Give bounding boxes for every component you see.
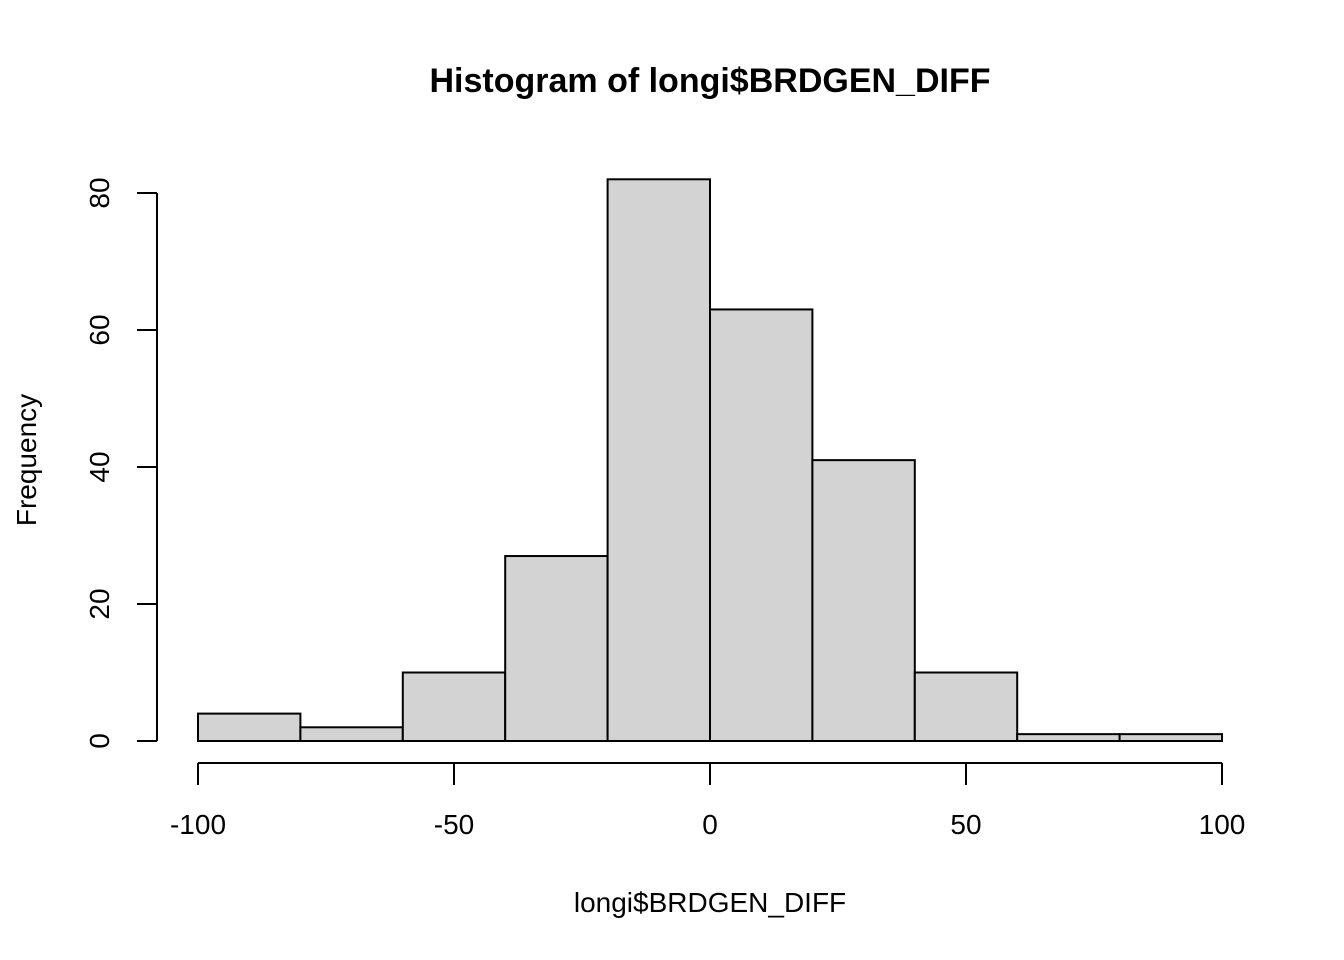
x-tick-label: 100 <box>1199 809 1246 840</box>
x-axis: -100 -50 0 50 100 <box>170 762 1246 840</box>
y-axis: 0 20 40 60 80 <box>84 177 158 749</box>
histogram-bar-9 <box>1118 733 1223 743</box>
chart-title: Histogram of longi$BRDGEN_DIFF <box>429 62 990 100</box>
histogram-bar-3 <box>504 555 609 742</box>
x-tick-label: -50 <box>434 809 474 840</box>
x-tick-label: 0 <box>702 809 718 840</box>
histogram-bar-1 <box>299 726 404 742</box>
y-tick-label: 0 <box>84 733 115 749</box>
y-tick-label: 20 <box>84 588 115 619</box>
y-tick-label: 60 <box>84 314 115 345</box>
x-tick-label: -100 <box>170 809 226 840</box>
histogram-bar-8 <box>1016 733 1121 743</box>
histogram-bar-2 <box>401 671 507 742</box>
bars-group <box>197 178 1223 743</box>
x-axis-label: longi$BRDGEN_DIFF <box>574 887 846 918</box>
histogram-bar-5 <box>709 308 814 742</box>
histogram-bar-6 <box>811 459 916 742</box>
histogram-bar-7 <box>913 671 1019 742</box>
y-tick-label: 40 <box>84 451 115 482</box>
histogram-bar-4 <box>606 178 711 743</box>
y-axis-label: Frequency <box>11 394 42 526</box>
x-tick-label: 50 <box>950 809 981 840</box>
y-tick-label: 80 <box>84 177 115 208</box>
histogram-bar-0 <box>197 712 302 742</box>
